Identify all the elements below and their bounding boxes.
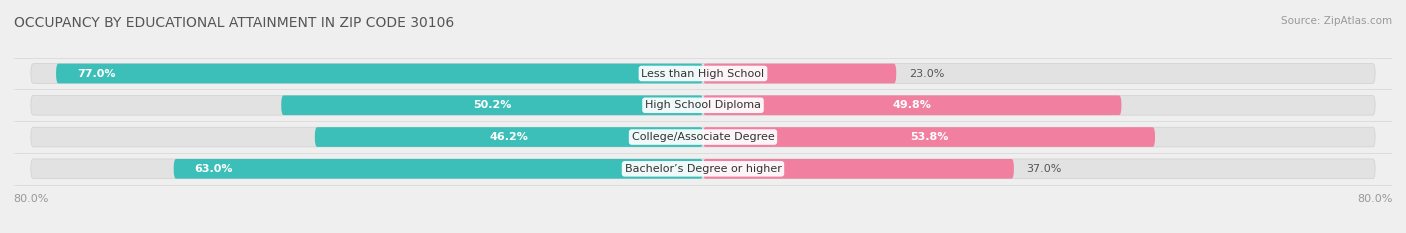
FancyBboxPatch shape <box>31 96 1375 115</box>
FancyBboxPatch shape <box>56 64 703 83</box>
Text: High School Diploma: High School Diploma <box>645 100 761 110</box>
Text: 46.2%: 46.2% <box>489 132 529 142</box>
Text: 77.0%: 77.0% <box>77 69 115 79</box>
Text: OCCUPANCY BY EDUCATIONAL ATTAINMENT IN ZIP CODE 30106: OCCUPANCY BY EDUCATIONAL ATTAINMENT IN Z… <box>14 16 454 30</box>
Text: 37.0%: 37.0% <box>1026 164 1062 174</box>
Text: 50.2%: 50.2% <box>472 100 512 110</box>
Text: 49.8%: 49.8% <box>893 100 932 110</box>
FancyBboxPatch shape <box>703 159 1014 179</box>
FancyBboxPatch shape <box>31 159 1375 179</box>
FancyBboxPatch shape <box>281 96 703 115</box>
Text: Less than High School: Less than High School <box>641 69 765 79</box>
FancyBboxPatch shape <box>174 159 703 179</box>
Text: College/Associate Degree: College/Associate Degree <box>631 132 775 142</box>
Text: Source: ZipAtlas.com: Source: ZipAtlas.com <box>1281 16 1392 26</box>
FancyBboxPatch shape <box>31 64 1375 83</box>
FancyBboxPatch shape <box>31 127 1375 147</box>
FancyBboxPatch shape <box>703 127 1154 147</box>
FancyBboxPatch shape <box>315 127 703 147</box>
Text: 63.0%: 63.0% <box>194 164 233 174</box>
Text: 23.0%: 23.0% <box>908 69 945 79</box>
FancyBboxPatch shape <box>703 64 896 83</box>
FancyBboxPatch shape <box>703 96 1122 115</box>
Text: Bachelor’s Degree or higher: Bachelor’s Degree or higher <box>624 164 782 174</box>
Text: 53.8%: 53.8% <box>910 132 948 142</box>
